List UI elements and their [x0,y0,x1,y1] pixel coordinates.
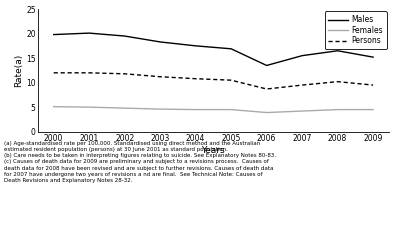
Males [264,64,269,67]
Persons [300,84,304,86]
Persons [335,80,340,83]
Females [371,108,376,111]
Males [193,44,198,47]
Males [158,41,162,43]
Males [335,49,340,52]
Text: (a) Age-standardised rate per 100,000. Standardised using direct method and the : (a) Age-standardised rate per 100,000. S… [4,141,276,183]
Persons [122,72,127,75]
Males [122,35,127,37]
Females [51,105,56,108]
Males [371,56,376,59]
Females [229,108,233,111]
Persons [264,88,269,90]
Persons [87,72,92,74]
Line: Persons: Persons [54,73,373,89]
Line: Females: Females [54,107,373,113]
Persons [51,72,56,74]
Females [122,107,127,109]
Line: Males: Males [54,33,373,65]
Males [300,54,304,57]
Males [87,32,92,35]
Females [87,106,92,109]
Females [300,110,304,112]
Females [158,108,162,111]
Persons [193,77,198,80]
Females [335,108,340,111]
X-axis label: Years: Years [202,146,225,155]
Legend: Males, Females, Persons: Males, Females, Persons [325,11,387,49]
Males [51,33,56,36]
Females [264,111,269,114]
Y-axis label: Rate(a): Rate(a) [14,54,23,87]
Persons [158,75,162,78]
Females [193,108,198,111]
Males [229,47,233,50]
Persons [371,84,376,86]
Persons [229,79,233,81]
